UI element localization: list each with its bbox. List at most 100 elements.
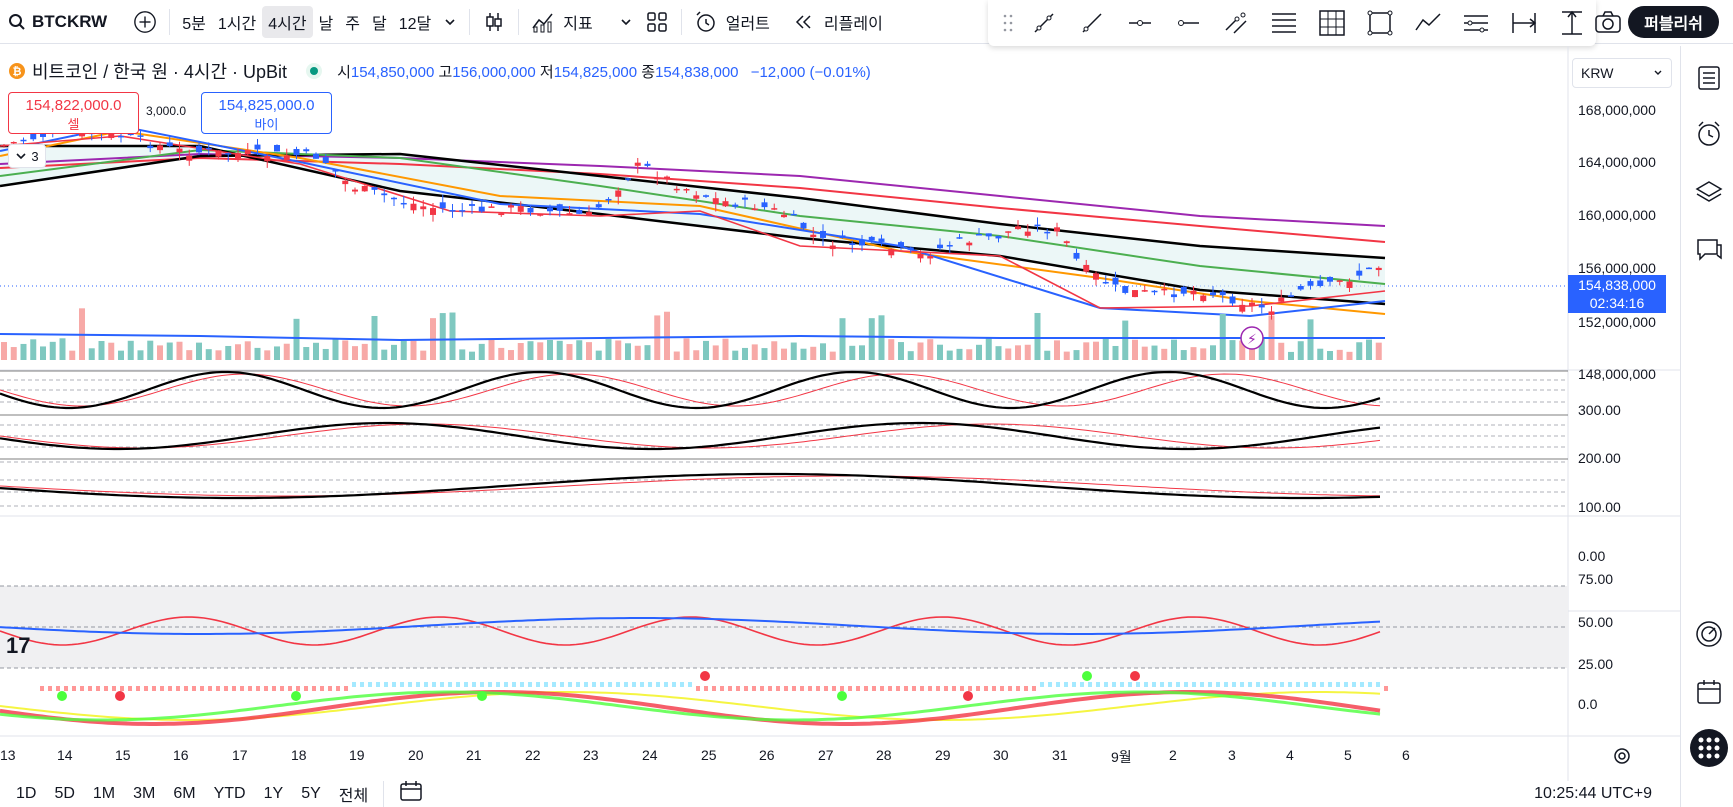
grid-icon: [646, 11, 667, 32]
time-axis-label: 13: [0, 747, 16, 763]
indicators-dropdown-button[interactable]: [613, 6, 639, 38]
range-ytd[interactable]: YTD: [213, 784, 246, 802]
separator: [518, 8, 520, 35]
range-1m[interactable]: 1M: [92, 784, 116, 802]
buy-price: 154,825,000.0: [218, 97, 315, 114]
interval-month[interactable]: 달: [372, 15, 387, 33]
pitchfork-tool[interactable]: [1452, 10, 1500, 36]
stoch-axis-label: 0.00: [1578, 548, 1606, 564]
horizontal-ray-tool[interactable]: [1116, 10, 1164, 36]
horizontal-ray-icon: [1129, 20, 1151, 26]
interval-dropdown-button[interactable]: [437, 6, 463, 38]
drag-handle[interactable]: [996, 13, 1020, 33]
layers-icon[interactable]: [1695, 178, 1723, 206]
time-axis-label: 22: [525, 747, 541, 763]
pitchfork-icon: [1464, 15, 1488, 33]
time-axis-label: 25: [701, 747, 717, 763]
price-range-tool[interactable]: [1548, 9, 1596, 37]
interval-5m[interactable]: 5분: [182, 15, 206, 33]
stoch-axis-label: 300.00: [1578, 402, 1621, 418]
alarm-clock-icon: [696, 10, 715, 32]
range-1y[interactable]: 1Y: [263, 784, 284, 802]
date-range-icon: [1512, 13, 1537, 33]
rectangle-tool[interactable]: [1356, 9, 1404, 37]
clock[interactable]: 10:25:44 UTC+9: [1534, 784, 1652, 802]
rewind-icon: [795, 14, 811, 29]
path-icon: [1415, 13, 1441, 31]
market-status[interactable]: [305, 62, 323, 80]
main-chart[interactable]: 17 ⚡: [0, 46, 1680, 781]
gann-grid-icon: [1319, 10, 1345, 36]
time-axis-label: 9월: [1111, 749, 1132, 765]
camera-icon: [1595, 11, 1621, 33]
indicators-collapse-button[interactable]: 3: [8, 144, 46, 168]
calendar-icon[interactable]: [1695, 678, 1723, 706]
range-5y[interactable]: 5Y: [301, 784, 321, 802]
range-6m[interactable]: 6M: [173, 784, 196, 802]
time-axis-label: 17: [232, 747, 248, 763]
alarm-clock-icon[interactable]: [1695, 120, 1723, 148]
indicators-button[interactable]: 지표: [525, 6, 598, 38]
time-axis-label: 18: [291, 747, 307, 763]
low-label: 저: [539, 63, 554, 81]
low-value: 154,825,000: [553, 63, 638, 81]
gann-grid-tool[interactable]: [1308, 9, 1356, 37]
time-axis-label: 28: [876, 747, 892, 763]
chat-icon[interactable]: [1695, 236, 1723, 264]
goto-date-button[interactable]: [390, 780, 434, 807]
trend-line-tool[interactable]: [1020, 10, 1068, 36]
date-range-tool[interactable]: [1500, 10, 1548, 36]
parallel-channel-tool[interactable]: [1212, 10, 1260, 36]
chart-type-button[interactable]: [476, 6, 512, 38]
last-price-value: 154,838,000: [1578, 277, 1656, 293]
price-axis-label: 156,000,000: [1578, 260, 1656, 276]
drag-dots-icon: [1003, 14, 1013, 32]
interval-week[interactable]: 주: [345, 15, 361, 33]
ray-tool[interactable]: [1068, 10, 1116, 36]
sell-price: 154,822,000.0: [25, 97, 122, 114]
chart-settings-button[interactable]: [1612, 746, 1632, 771]
fib-icon: [1272, 13, 1296, 33]
range-all[interactable]: 전체: [338, 787, 369, 805]
price-range-icon: [1562, 10, 1582, 35]
publish-button[interactable]: 퍼블리쉬: [1628, 6, 1719, 38]
time-axis-label: 26: [759, 747, 775, 763]
sell-button[interactable]: 154,822,000.0 셀: [8, 92, 139, 134]
symbol-search-button[interactable]: BTCKRW: [0, 6, 113, 38]
time-axis-label: 4: [1286, 747, 1294, 763]
currency-select[interactable]: KRW: [1572, 58, 1672, 88]
status-dot-icon: [306, 63, 323, 79]
range-1d[interactable]: 1D: [16, 784, 37, 802]
range-3m[interactable]: 3M: [133, 784, 156, 802]
horizontal-line-tool[interactable]: [1164, 10, 1212, 36]
time-axis-label: 3: [1228, 747, 1236, 763]
spread-value: 3,000.0: [146, 104, 187, 118]
replay-button[interactable]: 리플레이: [786, 6, 889, 38]
time-axis-label: 31: [1052, 747, 1068, 763]
open-value: 154,850,000: [350, 63, 435, 81]
price-axis-label: 164,000,000: [1578, 154, 1656, 170]
dom-gauge-icon[interactable]: [1695, 620, 1723, 648]
time-axis-label: 5: [1344, 747, 1352, 763]
indicators-count: 3: [31, 148, 39, 164]
right-sidebar: [1680, 46, 1733, 807]
alert-button[interactable]: 얼러트: [688, 6, 776, 38]
chevron-down-icon: [445, 18, 455, 25]
interval-12month[interactable]: 12달: [398, 15, 432, 33]
interval-day[interactable]: 날: [318, 15, 334, 33]
time-axis-label: 19: [349, 747, 365, 763]
interval-4h[interactable]: 4시간: [262, 5, 313, 38]
buy-button[interactable]: 154,825,000.0 바이: [201, 92, 332, 134]
compare-symbol-button[interactable]: [127, 6, 163, 38]
fib-retracement-tool[interactable]: [1260, 10, 1308, 36]
path-tool[interactable]: [1404, 10, 1452, 36]
interval-1h[interactable]: 1시간: [217, 15, 257, 33]
apps-grid-icon[interactable]: [1689, 728, 1729, 768]
rsi-axis-label: 75.00: [1578, 571, 1614, 587]
snapshot-button[interactable]: [1590, 6, 1626, 38]
layouts-button[interactable]: [639, 6, 675, 38]
bottom-toolbar: 1D 5D 1M 3M 6M YTD 1Y 5Y 전체 10:25:44 UTC…: [0, 780, 1680, 807]
watchlist-icon[interactable]: [1695, 64, 1723, 92]
range-5d[interactable]: 5D: [54, 784, 75, 802]
settings-icon: [1614, 748, 1630, 764]
